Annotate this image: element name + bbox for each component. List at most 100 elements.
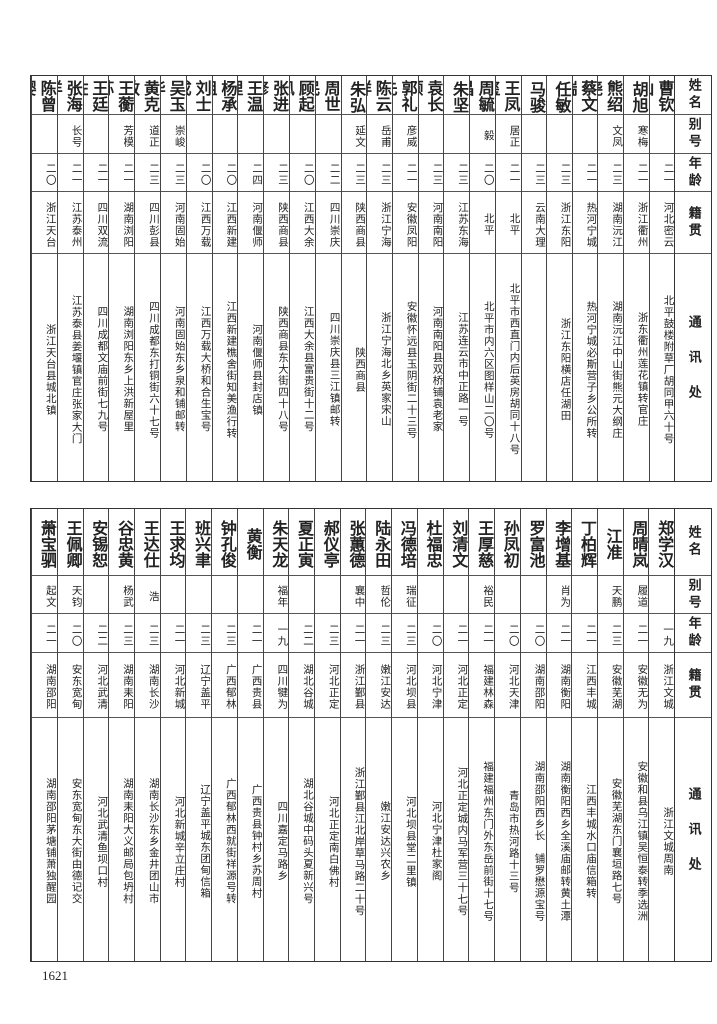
- cell-alias: [315, 576, 340, 614]
- cell-alias: [417, 576, 443, 614]
- cell-age: 二一: [83, 154, 109, 192]
- cell-age: 二二: [315, 154, 341, 192]
- cell-alias: 瑞征: [392, 576, 417, 614]
- cell-native: 安徽无为: [623, 653, 649, 718]
- cell-alias: 哲伦: [366, 576, 392, 614]
- cell-address: 浙江鄞县江北岸草马路二十号: [353, 766, 366, 917]
- cell-address: 江西万载大桥和合生宝号: [199, 306, 212, 433]
- cell-address: 北平市内六区图样山二〇号: [482, 300, 495, 439]
- cell-alias: 寒梅: [624, 115, 649, 154]
- cell-age: 二一: [469, 614, 495, 653]
- cell-native: 湖南沅江: [598, 192, 624, 254]
- cell-name: 朱天龙: [263, 509, 289, 576]
- person-column: 孙凤初 二〇 河北天津 青岛市热河路十三号: [494, 509, 520, 961]
- cell-name: 黄克敏: [135, 76, 160, 115]
- cell-age: 二一: [649, 154, 675, 192]
- person-column: 班兴聿 二三 辽宁盖平 辽宁盖平城东团甸信箱: [185, 509, 212, 961]
- cell-alias: [521, 115, 547, 154]
- cell-name: 顾起凤: [289, 76, 315, 115]
- cell-alias: 裕民: [469, 576, 495, 614]
- cell-alias: 天鹏: [597, 576, 623, 614]
- cell-name: 钟孔俊: [212, 509, 237, 576]
- person-column: 张进修二三陕西商县陕西商县东大街四十八号: [263, 76, 289, 481]
- cell-age: 二二: [289, 614, 315, 653]
- cell-address: 湖南耒阳大义邮局包坍村: [122, 778, 135, 905]
- cell-alias: [32, 115, 57, 154]
- cell-address: 广西贵县钟村乡苏周村: [250, 784, 263, 899]
- cell-address: 浙东衢州莲花镇转官庄: [636, 312, 649, 427]
- cell-alias: [289, 576, 315, 614]
- person-column: 曹钦山二一河北密云北平鼓楼附草厂胡同甲六十号: [648, 76, 675, 481]
- cell-age: 二三: [315, 614, 340, 653]
- cell-address: 浙江宁海北乡英家宋山: [379, 312, 392, 427]
- cell-address: 湖南邵阳茅塘铺萧独醒园: [44, 778, 57, 905]
- cell-age: 二一: [340, 614, 366, 653]
- cell-alias: 彦威: [392, 115, 418, 154]
- page-number: 1621: [42, 968, 68, 983]
- cell-native: 四川双流: [83, 192, 109, 254]
- cell-address: 四川成都东打铜街六十七号: [147, 300, 160, 439]
- header-alias: 别号: [675, 115, 711, 154]
- cell-address: 北平鼓楼附草厂胡同甲六十号: [662, 294, 675, 445]
- cell-alias: 肖为: [546, 576, 572, 614]
- header-name: 姓名: [675, 76, 711, 115]
- cell-name: 谷忠黄: [109, 509, 135, 576]
- cell-alias: [572, 115, 598, 154]
- cell-name: 王廷佐: [83, 76, 109, 115]
- cell-native: 河北坝县: [392, 653, 417, 718]
- cell-address: 浙江文城周南: [662, 807, 675, 876]
- cell-native: 热河宁城: [572, 192, 598, 254]
- header-address: 通讯处: [685, 787, 701, 892]
- cell-alias: [495, 576, 520, 614]
- person-column: 张蕙德 襄中 二一 浙江鄞县 浙江鄞县江北岸草马路二十号: [339, 509, 366, 961]
- cell-address: 江苏泰县姜堰镇官庄张家大门: [70, 294, 83, 445]
- cell-alias: 襄中: [340, 576, 366, 614]
- cell-native: 广西郁林: [212, 653, 237, 718]
- person-column: 杜福忠 二〇 河北宁津 河北宁津杜家阁: [416, 509, 443, 961]
- cell-age: 二〇: [417, 614, 443, 653]
- cell-native: 河南南阳: [418, 192, 444, 254]
- cell-alias: [83, 115, 109, 154]
- cell-age: 二〇: [289, 154, 315, 192]
- cell-native: 安徽芜湖: [597, 653, 623, 718]
- cell-name: 周世民: [315, 76, 341, 115]
- cell-address: [522, 254, 547, 481]
- cell-name: 朱弘: [341, 76, 367, 115]
- cell-age: 二三: [367, 154, 392, 192]
- cell-alias: 起文: [32, 576, 57, 614]
- person-column: 江准 天鹏 二三 安徽芜湖 安徽芜湖东门襄垣路七号: [596, 509, 623, 961]
- cell-address: 湖南浏阳东乡上洪新屋里: [122, 306, 135, 433]
- person-column: 刘清文 二一 河北正定 河北正定城内马军营三十七号: [442, 509, 469, 961]
- person-column: 袁长顺二三河南南阳河南南阳县双桥铺袁老家: [417, 76, 444, 481]
- cell-native: 湖南长沙: [135, 653, 160, 718]
- cell-native: 河北正定: [443, 653, 469, 718]
- person-column: 夏正寅 二二 湖北谷城 湖北谷城中码头夏新兴号: [288, 509, 315, 961]
- cell-native: 江西丰城: [572, 653, 597, 718]
- person-column: 朱坚 二三 江苏东海 江苏连云市中正路一号: [443, 76, 469, 481]
- cell-address: 江西丰城水口庙信箱转: [584, 784, 597, 899]
- person-column: 钟孔俊 二三 广西郁林 广西郁林西就街祥源号转: [211, 509, 237, 961]
- cell-name: 江准: [597, 509, 623, 576]
- cell-address: 辽宁盖平城东团甸信箱: [199, 784, 212, 899]
- cell-native: 四川崇庆: [315, 192, 341, 254]
- cell-name: 李增基: [546, 509, 572, 576]
- cell-address: 湖南邵阳西乡长 铺罗懋源宝号: [533, 761, 546, 922]
- cell-native: 河北天津: [495, 653, 520, 718]
- cell-address: 江苏连云市中正路一号: [456, 312, 469, 427]
- cell-name: 萧宝驷: [32, 509, 57, 576]
- cell-native: 湖北谷城: [289, 653, 315, 718]
- cell-age: 二三: [264, 154, 289, 192]
- cell-alias: 杨武: [109, 576, 135, 614]
- cell-name: 杨承祖: [212, 76, 238, 115]
- cell-name: 丁柏辉: [572, 509, 597, 576]
- cell-address: 四川崇庆县三江镇邮转: [328, 312, 341, 427]
- cell-name: 吴玉华: [160, 76, 186, 115]
- person-column: 周晴岚 履道 二一 安徽无为 安徽和县乌江镇吴恒泰转季选洲: [622, 509, 649, 961]
- header-alias: 别号: [675, 576, 711, 614]
- cell-age: 二三: [135, 614, 160, 653]
- cell-native: 浙江鄞县: [340, 653, 366, 718]
- person-column: 朱天龙 福年 一九 四川犍为 四川嘉定马路乡: [262, 509, 289, 961]
- cell-name: 周晴岚: [623, 509, 649, 576]
- cell-age: 二〇: [520, 614, 546, 653]
- cell-address: 陕西商县: [354, 346, 367, 393]
